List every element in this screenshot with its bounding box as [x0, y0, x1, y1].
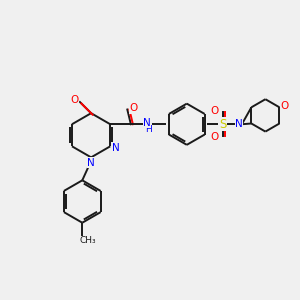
Text: O: O [280, 101, 289, 111]
Text: O: O [70, 94, 79, 105]
Text: O: O [130, 103, 138, 113]
Text: N: N [87, 158, 95, 168]
Text: S: S [219, 118, 226, 131]
Text: O: O [210, 133, 219, 142]
Text: N: N [112, 143, 119, 153]
Text: H: H [145, 125, 152, 134]
Text: CH₃: CH₃ [79, 236, 96, 245]
Text: O: O [210, 106, 219, 116]
Text: N: N [143, 118, 151, 128]
Text: N: N [235, 119, 243, 129]
